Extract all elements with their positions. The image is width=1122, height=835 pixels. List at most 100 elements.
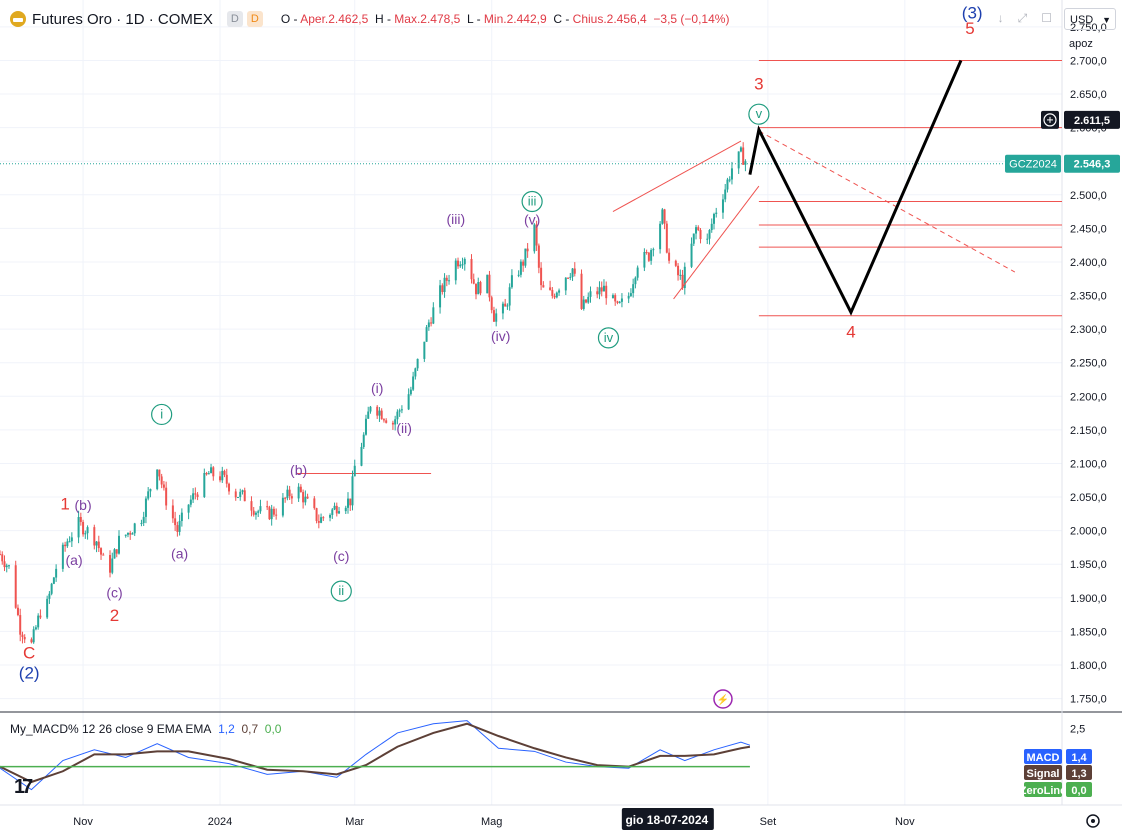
candle-body [37, 615, 40, 628]
candle-body [558, 290, 561, 293]
currency-selector[interactable]: USD ▼ [1064, 8, 1116, 30]
candle-body [659, 223, 662, 250]
macd-tag-value-box [1066, 765, 1092, 780]
candle-body [461, 264, 464, 266]
candle-body [302, 492, 305, 503]
crosshair-price-box [1064, 110, 1120, 129]
price-tick-label: 2.200,0 [1070, 391, 1107, 403]
candle-body [744, 161, 747, 165]
candle-body [589, 291, 592, 297]
wave-label: i [160, 406, 163, 421]
candle-body [174, 518, 177, 526]
symbol-title[interactable]: Futures Oro · 1D · COMEX [32, 10, 213, 28]
wave-label: 1 [60, 494, 69, 513]
candle-body [549, 287, 552, 290]
data-mode-badge[interactable]: D [226, 11, 243, 27]
candle-body [306, 496, 309, 499]
candle-body [212, 467, 215, 477]
price-tick-label: 1.750,0 [1070, 694, 1107, 706]
candle-body [347, 498, 350, 508]
price-tick-label: 2.700,0 [1070, 55, 1107, 67]
candle-body [50, 583, 53, 594]
candle-body [555, 292, 558, 298]
candle-body [495, 313, 498, 322]
candle-body [504, 303, 507, 307]
candle-body [488, 274, 491, 298]
wave-label-circle [521, 190, 543, 213]
wave-label: ii [338, 583, 344, 598]
candle-body [113, 549, 116, 559]
ohlc-readout: O - Aper.2.462,5 H - Max.2.478,5 L - Min… [281, 12, 730, 26]
candle-body [171, 505, 174, 519]
price-tick-label: 1.950,0 [1070, 559, 1107, 571]
signal-legend-value: 0,7 [241, 722, 259, 736]
candle-body [501, 303, 504, 314]
candle-body [178, 521, 181, 532]
maximize-icon[interactable]: ☐ [1041, 11, 1052, 25]
candle-body [627, 295, 630, 299]
candle-body [19, 615, 22, 635]
candle-body [479, 282, 482, 294]
candle-body [30, 639, 33, 643]
candle-body [652, 249, 655, 251]
candle-body [349, 498, 352, 506]
scale-label[interactable]: apoz [1069, 38, 1093, 50]
candle-body [537, 245, 540, 268]
candle-body [443, 277, 446, 292]
candle-body [454, 260, 457, 281]
candle-body [391, 422, 394, 425]
price-tick-label: 2.000,0 [1070, 526, 1107, 538]
candle-body [636, 267, 639, 278]
tradingview-logo-icon[interactable]: 17 [14, 776, 33, 798]
candle-body [338, 511, 341, 514]
candle-body [441, 285, 444, 292]
candle-body [160, 476, 163, 485]
candle-body [272, 508, 275, 515]
candle-body [459, 264, 462, 267]
macd-tag-name: Signal [1026, 768, 1059, 780]
candle-body [84, 533, 87, 535]
open-value: Aper.2.462,5 [300, 12, 369, 26]
candle-body [721, 199, 724, 213]
delayed-data-badge[interactable]: D [246, 11, 263, 27]
candle-body [333, 505, 336, 510]
candle-body [367, 411, 370, 419]
macd-legend-value: 1,2 [218, 722, 235, 736]
arrow-down-icon[interactable]: ↓ [997, 11, 1004, 25]
candle-body [79, 517, 82, 522]
candle-body [21, 634, 24, 638]
wave-projection-path [748, 59, 963, 316]
macd-legend[interactable]: My_MACD% 12 26 close 9 EMA EMA 1,2 0,7 0… [10, 722, 281, 736]
gear-icon-center [1091, 819, 1095, 823]
plus-circle-icon [1043, 113, 1057, 127]
candle-body [210, 467, 213, 474]
candle-body [533, 224, 536, 252]
change-value: −3,5 (−0,14%) [653, 12, 730, 26]
wave-label-circle [330, 580, 352, 602]
price-tag-box [1064, 154, 1120, 173]
time-tick-label: 2024 [208, 816, 232, 828]
candle-body [288, 489, 291, 497]
candle-body [304, 496, 307, 503]
candle-body [477, 282, 480, 295]
candle-body [14, 565, 17, 608]
candle-body [510, 275, 513, 288]
wave-label: C [23, 644, 35, 663]
time-tick-label: Set [760, 816, 777, 828]
fullscreen-icon[interactable]: ⤢ [1017, 11, 1028, 25]
close-label: C - [553, 12, 570, 26]
candle-body [5, 565, 8, 568]
price-tick-label: 2.500,0 [1070, 190, 1107, 202]
candle-body [737, 151, 740, 169]
symbol-tag-box [1005, 154, 1061, 173]
candle-body [236, 497, 239, 499]
candle-body [699, 230, 702, 240]
price-tick-label: 2.100,0 [1070, 458, 1107, 470]
candle-body [144, 498, 147, 517]
candle-body [425, 327, 428, 342]
candle-body [526, 248, 529, 252]
candle-body [407, 394, 410, 410]
candle-body [275, 514, 278, 516]
